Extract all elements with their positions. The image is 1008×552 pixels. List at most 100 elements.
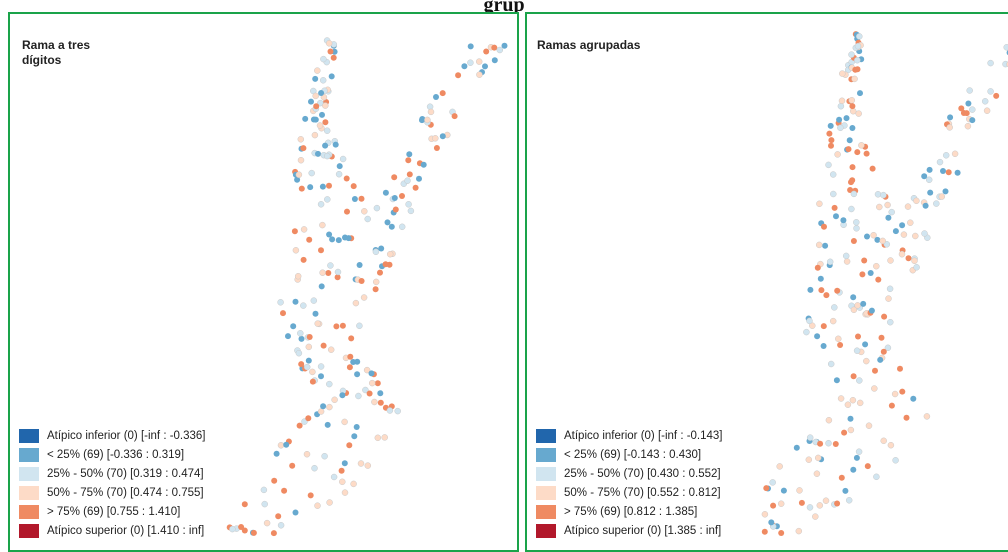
location-point (311, 298, 317, 304)
location-point (821, 323, 827, 329)
location-point (880, 192, 886, 198)
location-point (828, 361, 834, 367)
location-point (355, 393, 361, 399)
legend: Atípico inferior (0) [-inf : -0.143] < 2… (535, 426, 723, 540)
location-point (826, 440, 832, 446)
location-point (850, 467, 856, 473)
location-point (348, 335, 354, 341)
location-point (952, 151, 958, 157)
location-point (840, 217, 846, 223)
location-point (993, 93, 999, 99)
location-point (392, 195, 398, 201)
legend-item-q1: < 25% (69) [-0.143 : 0.430] (535, 445, 723, 464)
location-point (344, 176, 350, 182)
location-point (318, 409, 324, 415)
location-point (374, 205, 380, 211)
location-point (762, 511, 768, 517)
location-point (893, 228, 899, 234)
location-point (881, 314, 887, 320)
location-point (778, 501, 784, 507)
location-point (866, 423, 872, 429)
location-point (391, 174, 397, 180)
location-point (926, 177, 932, 183)
location-point (275, 513, 281, 519)
location-point (405, 157, 411, 163)
location-point (947, 124, 953, 130)
location-point (306, 237, 312, 243)
location-point (290, 323, 296, 329)
legend-label: < 25% (69) [-0.143 : 0.430] (564, 449, 701, 461)
location-point (858, 142, 864, 148)
location-point (310, 379, 316, 385)
location-point (333, 142, 339, 148)
location-point (339, 468, 345, 474)
location-point (315, 503, 321, 509)
location-point (283, 442, 289, 448)
location-point (377, 270, 383, 276)
location-point (876, 204, 882, 210)
location-point (346, 442, 352, 448)
location-point (847, 137, 853, 143)
legend-item-q4: > 75% (69) [0.812 : 1.385] (535, 502, 723, 521)
location-point (875, 277, 881, 283)
location-point (251, 530, 257, 536)
location-point (826, 131, 832, 137)
location-point (763, 485, 769, 491)
location-point (855, 334, 861, 340)
location-point (910, 396, 916, 402)
location-point (313, 93, 319, 99)
location-point (320, 56, 326, 62)
location-point (389, 224, 395, 230)
location-point (901, 232, 907, 238)
location-point (393, 207, 399, 213)
location-point (770, 479, 776, 485)
location-point (307, 334, 313, 340)
location-point (313, 117, 319, 123)
location-point (342, 419, 348, 425)
location-point (842, 488, 848, 494)
location-point (913, 198, 919, 204)
location-point (322, 103, 328, 109)
legend-swatch (18, 428, 40, 444)
location-point (344, 209, 350, 215)
location-point (817, 441, 823, 447)
location-point (354, 371, 360, 377)
location-point (326, 381, 332, 387)
location-point (299, 186, 305, 192)
location-point (280, 310, 286, 316)
location-point (830, 318, 836, 324)
location-point (482, 63, 488, 69)
location-point (375, 380, 381, 386)
legend-swatch (535, 466, 557, 482)
location-point (848, 416, 854, 422)
location-point (851, 191, 857, 197)
location-point (365, 216, 371, 222)
map-panel-ramas-agrupadas: Ramas agrupadas Atípico inferior (0) [-i… (525, 12, 1008, 552)
location-point (872, 368, 878, 374)
location-point (322, 453, 328, 459)
location-point (340, 156, 346, 162)
location-point (887, 286, 893, 292)
location-point (354, 424, 360, 430)
location-point (293, 510, 299, 516)
location-point (377, 390, 383, 396)
location-point (855, 43, 861, 49)
location-point (912, 258, 918, 264)
location-point (794, 445, 800, 451)
location-point (839, 71, 845, 77)
location-point (406, 151, 412, 157)
location-point (324, 153, 330, 159)
location-point (856, 33, 862, 39)
location-point (300, 303, 306, 309)
location-point (850, 164, 856, 170)
location-point (835, 151, 841, 157)
location-point (296, 350, 302, 356)
location-point (353, 300, 359, 306)
location-point (383, 190, 389, 196)
location-point (988, 88, 994, 94)
legend-item-atipico-inferior: Atípico inferior (0) [-inf : -0.336] (18, 426, 206, 445)
location-point (340, 323, 346, 329)
location-point (912, 233, 918, 239)
location-point (289, 463, 295, 469)
location-point (844, 115, 850, 121)
